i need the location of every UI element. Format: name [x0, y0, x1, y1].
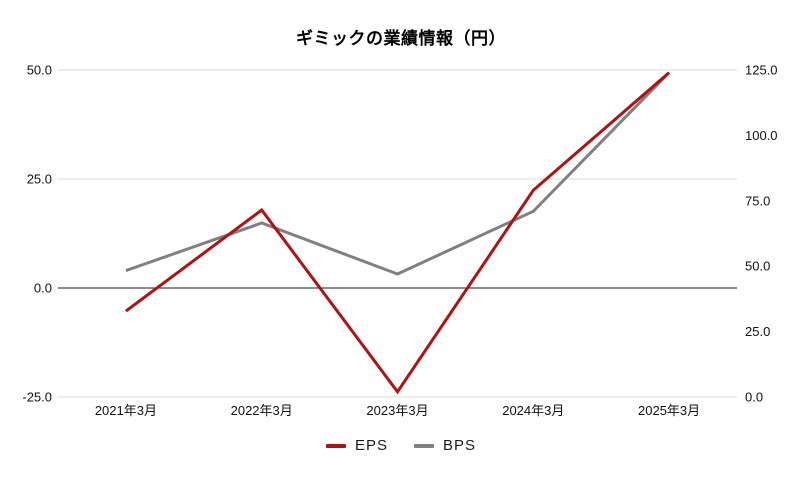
chart-plot-area: 50.0 25.0 0.0 -25.0 125.0 100.0 75.0 50.0 25.0 0.… — [22, 63, 778, 419]
legend-item-bps[interactable]: BPS — [414, 437, 476, 454]
left-axis-tick-label: 0.0 — [34, 281, 52, 296]
left-axis-tick-label: -25.0 — [22, 390, 52, 405]
legend-label-bps: BPS — [443, 437, 477, 454]
bps-series-line — [125, 71, 671, 276]
x-axis-label: 2025年3月 — [638, 403, 700, 418]
right-axis-tick-label: 75.0 — [745, 193, 770, 208]
right-axis-tick-label: 125.0 — [745, 63, 778, 78]
eps-line-swatch-icon — [325, 443, 346, 448]
right-axis-tick-label: 100.0 — [745, 128, 778, 143]
right-axis-tick-label: 0.0 — [745, 390, 763, 405]
bps-line-swatch-icon — [414, 443, 434, 448]
x-axis-label: 2022年3月 — [231, 403, 293, 418]
x-axis-label: 2021年3月 — [95, 403, 157, 418]
chart-title: ギミックの業績情報（円） — [296, 29, 506, 48]
legend-item-eps[interactable]: EPS — [325, 437, 388, 454]
x-axis-label: 2024年3月 — [502, 403, 564, 418]
x-axis-label: 2023年3月 — [366, 403, 428, 418]
legend-label-eps: EPS — [354, 437, 388, 454]
right-axis-tick-label: 25.0 — [745, 324, 770, 339]
eps-series-line — [125, 71, 671, 395]
left-axis-tick-label: 50.0 — [27, 63, 52, 78]
chart-legend: EPS BPS — [0, 437, 802, 454]
left-axis-tick-label: 25.0 — [27, 172, 52, 187]
right-axis-tick-label: 50.0 — [745, 259, 770, 274]
